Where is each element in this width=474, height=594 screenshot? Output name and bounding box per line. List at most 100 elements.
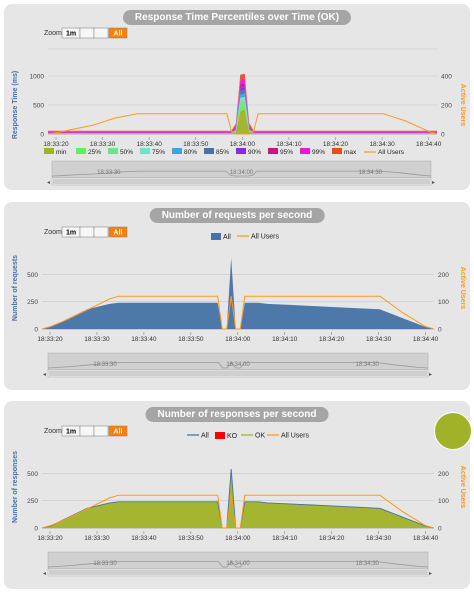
rt-legend-label[interactable]: 90% bbox=[248, 149, 261, 156]
rt-navigator-tick-label: 18:34:30 bbox=[359, 170, 383, 176]
resp-scrollbar-thumb[interactable] bbox=[49, 570, 427, 575]
resp-y-axis-label: Number of responses bbox=[12, 451, 19, 523]
rt-legend-swatch bbox=[108, 148, 118, 154]
rt-legend-swatch bbox=[44, 148, 54, 154]
rt-zoom-blank-button[interactable] bbox=[93, 27, 109, 39]
rt-scroll-left-arrow[interactable]: ◂ bbox=[47, 180, 50, 186]
rt-y2-axis-label: Active Users bbox=[459, 84, 466, 127]
req-zoom-blank-button[interactable] bbox=[79, 226, 95, 238]
req-users-line bbox=[41, 295, 435, 330]
resp-x-tick-label: 18:34:30 bbox=[366, 535, 392, 542]
pie-chart bbox=[433, 411, 473, 451]
resp-legend-label[interactable]: All bbox=[201, 433, 209, 440]
rt-y-axis-label: Response Time (ms) bbox=[12, 71, 19, 139]
rt-legend-swatch bbox=[204, 148, 214, 154]
rt-x-tick-label: 18:34:10 bbox=[276, 141, 302, 148]
rt-legend-swatch bbox=[76, 148, 86, 154]
req-y-tick-label: 250 bbox=[27, 299, 38, 306]
rt-x-tick-label: 18:33:20 bbox=[43, 141, 69, 148]
panel-requests: Number of requests per second Zoom 1m All 0… bbox=[4, 202, 470, 390]
rt-zoom-all-button[interactable] bbox=[108, 27, 128, 39]
rt-x-tick-label: 18:34:40 bbox=[416, 141, 442, 148]
resp-scroll-left-arrow[interactable]: ◂ bbox=[43, 571, 46, 577]
req-zoom-1m-label: 1m bbox=[66, 230, 76, 237]
req-legend-swatch bbox=[211, 233, 221, 240]
rt-legend-label[interactable]: 85% bbox=[216, 149, 229, 156]
resp-y2-tick-label: 200 bbox=[438, 471, 449, 478]
rt-legend-label[interactable]: 75% bbox=[152, 149, 165, 156]
rt-legend-label[interactable]: All Users bbox=[378, 149, 405, 156]
resp-x-tick-label: 18:33:30 bbox=[84, 535, 110, 542]
rt-legend-label[interactable]: 95% bbox=[280, 149, 293, 156]
rt-series-area-min bbox=[48, 109, 437, 134]
rt-x-tick-label: 18:33:50 bbox=[183, 141, 209, 148]
rt-legend-label[interactable]: min bbox=[56, 149, 67, 156]
rt-legend-swatch bbox=[140, 148, 150, 154]
resp-x-tick-label: 18:33:40 bbox=[131, 535, 157, 542]
rt-navigator-tick-label: 18:33:30 bbox=[97, 170, 121, 176]
panel-response-time: Response Time Percentiles over Time (OK)… bbox=[4, 4, 470, 190]
response-time-chart: Zoom 1m All 0 500 1000 0 200 400 Response Time (m… bbox=[12, 27, 466, 186]
rt-scrollbar-thumb[interactable] bbox=[53, 179, 430, 184]
req-x-tick-label: 18:34:40 bbox=[413, 336, 439, 343]
req-y-tick-label: 500 bbox=[27, 272, 38, 279]
resp-zoom-all-label: All bbox=[114, 429, 123, 436]
resp-navigator-series bbox=[47, 560, 429, 568]
resp-zoom-blank-button[interactable] bbox=[93, 425, 109, 437]
resp-navigator-tick-label: 18:34:00 bbox=[226, 561, 250, 567]
resp-x-tick-label: 18:33:20 bbox=[37, 535, 63, 542]
req-legend-label[interactable]: All bbox=[223, 234, 231, 241]
rt-navigator-series bbox=[51, 170, 432, 177]
rt-x-tick-label: 18:33:40 bbox=[137, 141, 163, 148]
resp-y-tick-label: 0 bbox=[34, 526, 38, 533]
resp-legend-label[interactable]: All Users bbox=[281, 433, 310, 440]
rt-legend-swatch bbox=[300, 148, 310, 154]
req-y2-tick-label: 100 bbox=[438, 299, 449, 306]
requests-chart: Zoom 1m All 0 250 500 0 100 200 Number of request… bbox=[12, 226, 466, 378]
resp-legend-label[interactable]: OK bbox=[255, 433, 265, 440]
rt-legend-label[interactable]: 80% bbox=[184, 149, 197, 156]
req-navigator-series bbox=[47, 361, 429, 369]
rt-scroll-right-arrow[interactable]: ▸ bbox=[432, 180, 435, 186]
rt-legend-label[interactable]: 99% bbox=[312, 149, 325, 156]
chart-title-requests: Number of requests per second bbox=[149, 208, 325, 223]
rt-zoom-blank-button[interactable] bbox=[79, 27, 95, 39]
req-series-area-all bbox=[42, 257, 434, 329]
req-x-tick-label: 18:33:20 bbox=[37, 336, 63, 343]
rt-navigator-tick-label: 18:34:00 bbox=[230, 170, 254, 176]
rt-zoom-all-label: All bbox=[114, 31, 123, 38]
resp-x-tick-label: 18:34:10 bbox=[272, 535, 298, 542]
rt-legend-label[interactable]: 25% bbox=[88, 149, 101, 156]
req-navigator-tick-label: 18:33:30 bbox=[93, 362, 117, 368]
rt-legend-label[interactable]: max bbox=[344, 149, 357, 156]
chart-title-response-time: Response Time Percentiles over Time (OK) bbox=[122, 10, 352, 25]
req-zoom-blank-button[interactable] bbox=[93, 226, 109, 238]
resp-y2-axis-label: Active Users bbox=[459, 466, 466, 509]
req-y-axis-label: Number of requests bbox=[12, 255, 19, 321]
resp-legend-label[interactable]: KO bbox=[227, 433, 238, 440]
resp-zoom-all-button[interactable] bbox=[108, 425, 128, 437]
resp-zoom-blank-button[interactable] bbox=[79, 425, 95, 437]
resp-x-tick-label: 18:33:50 bbox=[178, 535, 204, 542]
req-scrollbar-thumb[interactable] bbox=[49, 371, 427, 376]
resp-navigator-tick-label: 18:34:30 bbox=[356, 561, 380, 567]
req-y2-tick-label: 0 bbox=[438, 327, 442, 334]
req-y-tick-label: 0 bbox=[34, 327, 38, 334]
req-scroll-left-arrow[interactable]: ◂ bbox=[43, 372, 46, 378]
req-scroll-right-arrow[interactable]: ▸ bbox=[429, 372, 432, 378]
req-x-tick-label: 18:33:40 bbox=[131, 336, 157, 343]
rt-x-tick-label: 18:34:20 bbox=[323, 141, 349, 148]
req-y2-tick-label: 200 bbox=[438, 272, 449, 279]
resp-y-tick-label: 250 bbox=[27, 498, 38, 505]
rt-legend-label[interactable]: 50% bbox=[120, 149, 133, 156]
chart-title-responses: Number of responses per second bbox=[145, 407, 329, 422]
req-zoom-all-button[interactable] bbox=[108, 226, 128, 238]
resp-legend-swatch bbox=[215, 432, 225, 439]
resp-zoom-1m-label: 1m bbox=[66, 429, 76, 436]
rt-y-tick-label: 500 bbox=[33, 103, 44, 110]
req-zoom-label: Zoom bbox=[44, 229, 62, 236]
req-legend-label[interactable]: All Users bbox=[251, 234, 280, 241]
rt-x-tick-label: 18:34:30 bbox=[369, 141, 395, 148]
resp-scroll-right-arrow[interactable]: ▸ bbox=[429, 571, 432, 577]
rt-users-line bbox=[47, 113, 438, 135]
